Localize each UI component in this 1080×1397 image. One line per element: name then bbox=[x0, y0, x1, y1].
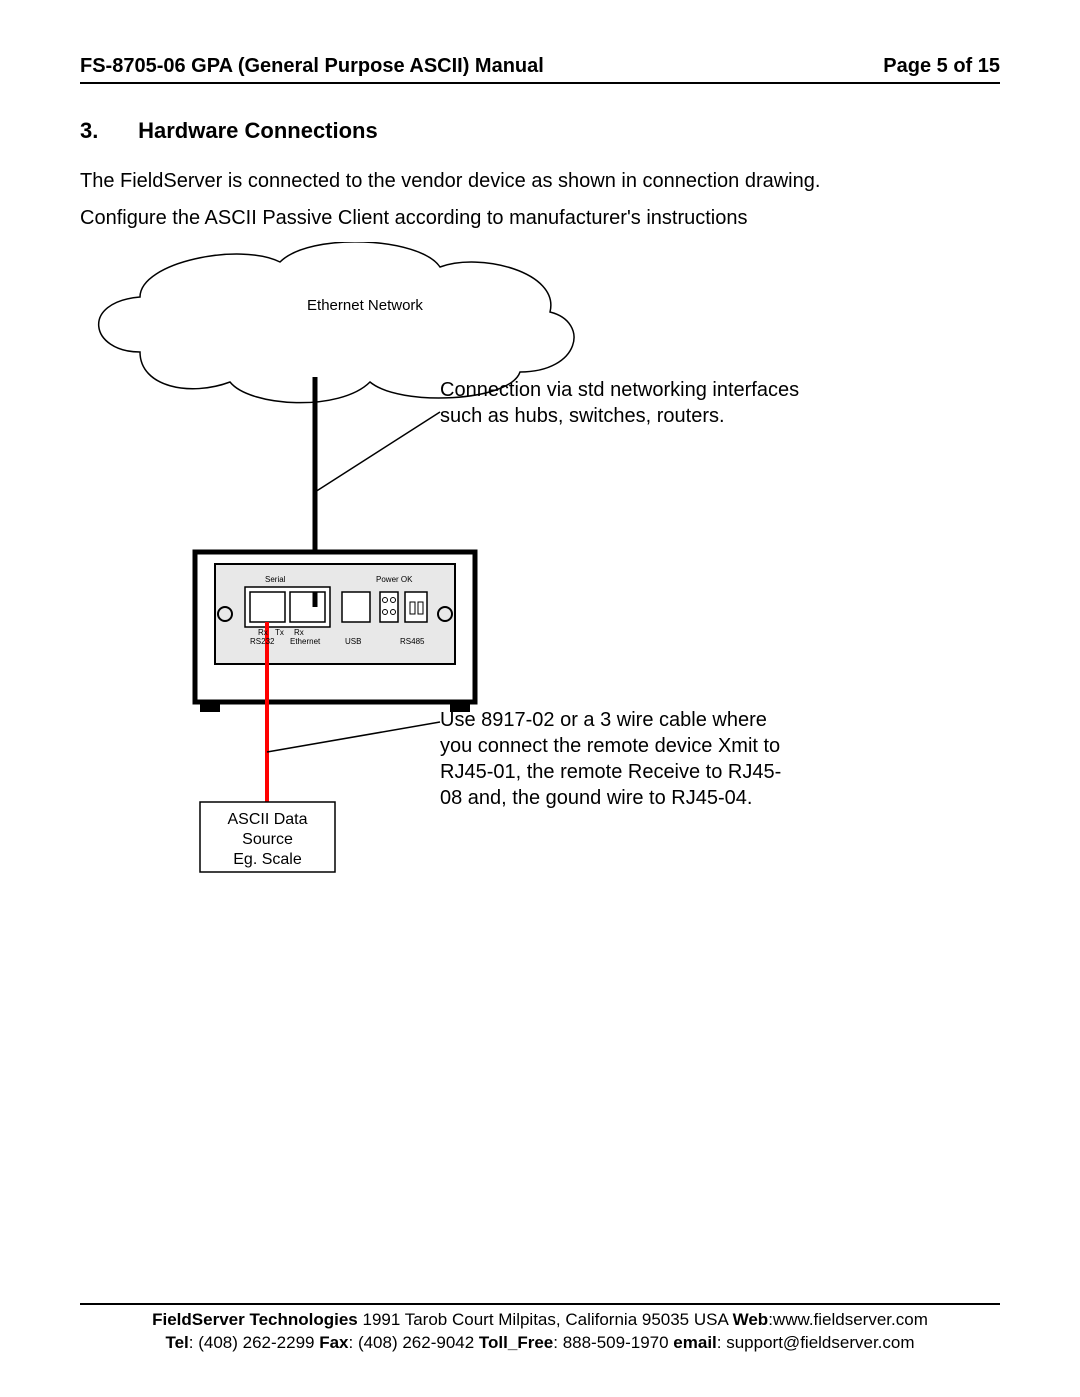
paragraph-1: The FieldServer is connected to the vend… bbox=[80, 168, 1000, 195]
lbl-rx1: Rx bbox=[258, 628, 268, 637]
page-number: Page 5 of 15 bbox=[883, 55, 1000, 78]
ascii-source-box-label: ASCII Data Source Eg. Scale bbox=[200, 810, 335, 870]
ascii-l3: Eg. Scale bbox=[233, 851, 301, 868]
section-number: 3. bbox=[80, 118, 132, 144]
connection-diagram: Ethernet Network Connection via std netw… bbox=[80, 242, 1000, 1062]
page-footer: FieldServer Technologies 1991 Tarob Cour… bbox=[80, 1295, 1000, 1355]
footer-web: www.fieldserver.com bbox=[773, 1310, 928, 1329]
footer-tel: : (408) 262-2299 bbox=[189, 1333, 319, 1352]
callout-networking: Connection via std networking interfaces… bbox=[440, 377, 800, 429]
footer-tel-label: Tel bbox=[165, 1333, 188, 1352]
callout-cable: Use 8917-02 or a 3 wire cable where you … bbox=[440, 707, 800, 811]
ascii-l1: ASCII Data bbox=[227, 811, 307, 828]
lbl-tx: Tx bbox=[275, 628, 284, 637]
lbl-serial: Serial bbox=[265, 575, 285, 584]
lbl-rs232: RS232 bbox=[250, 637, 274, 646]
footer-rule bbox=[80, 1303, 1000, 1305]
paragraph-2: Configure the ASCII Passive Client accor… bbox=[80, 205, 1000, 232]
lbl-usb: USB bbox=[345, 637, 361, 646]
footer-email: : support@fieldserver.com bbox=[717, 1333, 915, 1352]
lbl-rx2: Rx bbox=[294, 628, 304, 637]
section-heading: 3. Hardware Connections bbox=[80, 118, 1000, 144]
footer-company: FieldServer Technologies bbox=[152, 1310, 358, 1329]
ascii-l2: Source bbox=[242, 831, 293, 848]
lbl-power: Power OK bbox=[376, 575, 412, 584]
footer-fax: : (408) 262-9042 bbox=[349, 1333, 479, 1352]
footer-toll: : 888-509-1970 bbox=[553, 1333, 673, 1352]
footer-fax-label: Fax bbox=[319, 1333, 348, 1352]
doc-title: FS-8705-06 GPA (General Purpose ASCII) M… bbox=[80, 55, 544, 78]
footer-email-label: email bbox=[673, 1333, 716, 1352]
footer-web-label: Web bbox=[733, 1310, 769, 1329]
section-title: Hardware Connections bbox=[138, 118, 378, 143]
footer-address: 1991 Tarob Court Milpitas, California 95… bbox=[358, 1310, 733, 1329]
header-rule bbox=[80, 82, 1000, 84]
lbl-rs485: RS485 bbox=[400, 637, 424, 646]
cloud-label: Ethernet Network bbox=[300, 297, 430, 316]
footer-toll-label: Toll_Free bbox=[479, 1333, 553, 1352]
lbl-eth: Ethernet bbox=[290, 637, 320, 646]
